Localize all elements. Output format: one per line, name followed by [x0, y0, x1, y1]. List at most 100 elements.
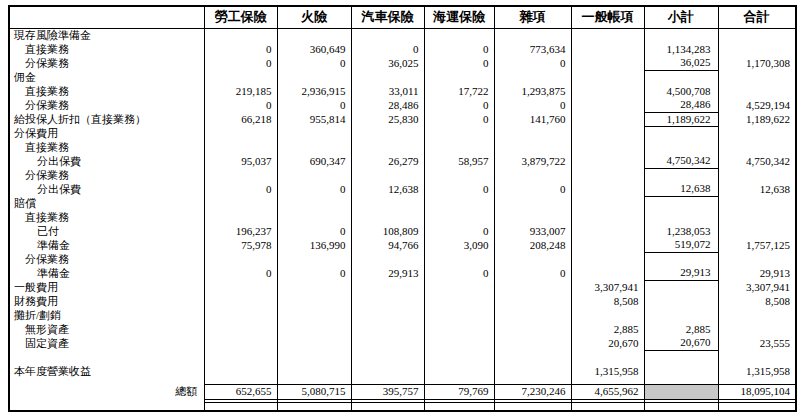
table-row: 準備金0029,9130029,91329,913 — [9, 266, 796, 280]
cell-value: 1,238,053 — [644, 224, 718, 238]
cell-value — [494, 196, 571, 210]
cell-value — [351, 196, 424, 210]
cell-value — [204, 196, 277, 210]
cell-value: 25,830 — [351, 112, 424, 126]
cell-value — [718, 224, 796, 238]
cell-value: 219,185 — [204, 84, 277, 98]
cell-value — [424, 350, 494, 364]
cell-value: 66,218 — [204, 112, 277, 126]
column-header-subtotal: 小計 — [644, 6, 718, 28]
cell-value — [204, 210, 277, 224]
cell-value: 2,885 — [644, 322, 718, 336]
grand-total-value: 18,095,104 — [718, 384, 796, 399]
cell-value — [718, 196, 796, 210]
row-label: 直接業務 — [9, 84, 204, 98]
cell-value: 0 — [424, 182, 494, 196]
column-header-miscellaneous: 雜項 — [494, 6, 571, 28]
cell-value — [644, 308, 718, 322]
cell-value — [571, 168, 644, 182]
cell-value: 136,990 — [277, 238, 351, 252]
cell-value — [351, 28, 424, 42]
cell-value: 108,809 — [351, 224, 424, 238]
cell-value — [424, 336, 494, 350]
cell-value — [204, 364, 277, 378]
cell-value — [204, 28, 277, 42]
cell-value — [494, 140, 571, 154]
cell-value — [571, 140, 644, 154]
row-label: 分出保費 — [9, 154, 204, 168]
cell-value: 141,760 — [494, 112, 571, 126]
table-row: 賠償 — [9, 196, 796, 210]
table-body: 現存風險準備金直接業務0360,64900773,6341,134,283分保業… — [9, 28, 796, 378]
cell-value — [718, 70, 796, 84]
row-label: 財務費用 — [9, 294, 204, 308]
cell-value: 0 — [424, 42, 494, 56]
column-header-labor-insurance: 勞工保險 — [204, 6, 277, 28]
cell-value: 36,025 — [644, 56, 718, 70]
table-row: 本年度營業收益1,315,9581,315,958 — [9, 364, 796, 378]
cell-value: 1,757,125 — [718, 238, 796, 252]
cell-value — [718, 84, 796, 98]
row-label: 分保業務 — [9, 56, 204, 70]
table-row: 無形資產2,8852,885 — [9, 322, 796, 336]
cell-value: 1,315,958 — [571, 364, 644, 378]
cell-value: 0 — [277, 182, 351, 196]
cell-value: 0 — [204, 98, 277, 112]
row-label: 給投保人折扣（直接業務） — [9, 112, 204, 126]
cell-value: 8,508 — [718, 294, 796, 308]
cell-value: 0 — [424, 56, 494, 70]
cell-value — [351, 210, 424, 224]
row-label — [9, 350, 204, 364]
cell-value — [424, 168, 494, 182]
cell-value — [718, 168, 796, 182]
cell-value: 519,072 — [644, 238, 718, 252]
cell-value — [571, 308, 644, 322]
cell-value — [351, 350, 424, 364]
cell-value — [424, 280, 494, 294]
row-label: 固定資產 — [9, 336, 204, 350]
row-label: 直接業務 — [9, 210, 204, 224]
cell-value: 4,750,342 — [718, 154, 796, 168]
table-row: 現存風險準備金 — [9, 28, 796, 42]
cell-value: 933,007 — [494, 224, 571, 238]
cell-value — [204, 280, 277, 294]
table-row: 直接業務219,1852,936,91533,01117,7221,293,87… — [9, 84, 796, 98]
table-row — [9, 350, 796, 364]
cell-value — [644, 126, 718, 140]
cell-value — [424, 322, 494, 336]
cell-value: 0 — [204, 42, 277, 56]
cell-value: 3,307,941 — [571, 280, 644, 294]
cell-value — [277, 140, 351, 154]
cell-value — [204, 70, 277, 84]
cell-value — [204, 294, 277, 308]
cell-value — [718, 210, 796, 224]
cell-value — [571, 84, 644, 98]
cell-value — [351, 308, 424, 322]
row-label: 分保業務 — [9, 168, 204, 182]
cell-value: 773,634 — [494, 42, 571, 56]
row-label: 現存風險準備金 — [9, 28, 204, 42]
cell-value — [204, 336, 277, 350]
cell-value: 0 — [424, 98, 494, 112]
row-label: 直接業務 — [9, 140, 204, 154]
cell-value — [718, 28, 796, 42]
cell-value — [494, 210, 571, 224]
cell-value: 0 — [424, 112, 494, 126]
cell-value — [277, 252, 351, 266]
cell-value: 0 — [494, 266, 571, 280]
cell-value — [494, 336, 571, 350]
cell-value — [718, 42, 796, 56]
table-row: 佣金 — [9, 70, 796, 84]
row-label: 一般費用 — [9, 280, 204, 294]
cell-value: 3,307,941 — [718, 280, 796, 294]
cell-value: 0 — [277, 266, 351, 280]
table-row: 分保業務0036,0250036,0251,170,308 — [9, 56, 796, 70]
cell-value — [494, 308, 571, 322]
cell-value: 0 — [277, 56, 351, 70]
cell-value — [718, 308, 796, 322]
cell-value — [571, 210, 644, 224]
row-label: 無形資產 — [9, 322, 204, 336]
cell-value — [571, 224, 644, 238]
cell-value — [718, 322, 796, 336]
cell-value: 690,347 — [277, 154, 351, 168]
